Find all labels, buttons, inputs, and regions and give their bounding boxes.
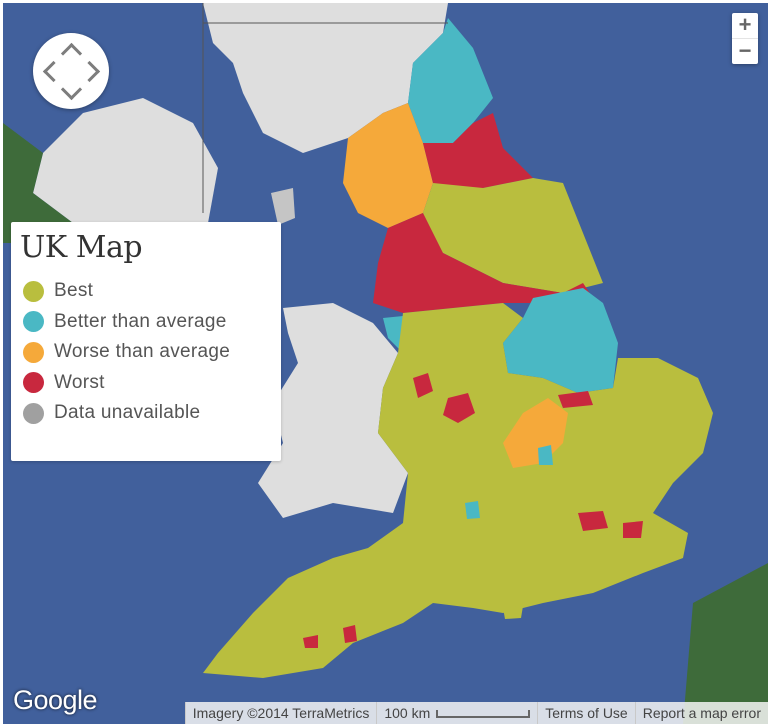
legend-label: Worst (54, 371, 105, 393)
pan-up-icon[interactable] (60, 42, 83, 65)
isle-of-man (271, 188, 295, 225)
leicestershire-region (503, 398, 568, 468)
zoom-control: + − (732, 13, 758, 64)
legend-label: Worse than average (54, 341, 231, 363)
zoom-in-button[interactable]: + (732, 13, 758, 39)
legend-title: UK Map (20, 230, 143, 265)
legend-swatch-best (23, 280, 44, 302)
worst-patch-1 (413, 373, 433, 398)
legend-swatch-unavailable (23, 402, 44, 424)
continental-land (683, 563, 768, 724)
map-view[interactable]: + − UK Map Best Better than average Wors… (3, 3, 768, 724)
northern-ireland-region (33, 98, 218, 228)
worst-patch-5 (623, 521, 643, 538)
legend-list: Best Better than average Worse than aver… (23, 276, 230, 429)
map-legend: UK Map Best Better than average Worse th… (11, 222, 281, 461)
google-logo[interactable]: Google (13, 685, 98, 715)
scotland-region (203, 3, 448, 153)
scale-bar (436, 710, 531, 719)
worst-patch-4 (578, 511, 608, 531)
map-canvas (3, 3, 768, 724)
north-west-urban-region (373, 213, 593, 313)
legend-label: Best (54, 280, 94, 302)
legend-item: Better than average (23, 307, 230, 338)
legend-item: Worst (23, 368, 230, 399)
legend-item: Best (23, 276, 230, 307)
legend-swatch-better (23, 311, 44, 333)
ireland-land (3, 123, 73, 243)
zoom-out-button[interactable]: − (738, 38, 752, 63)
attribution-bar: Imagery ©2014 TerraMetrics 100 km Terms … (184, 702, 768, 724)
lincolnshire-region (503, 288, 618, 393)
legend-item: Worse than average (23, 337, 230, 368)
better-patch-2 (538, 445, 553, 465)
cumbria-region (343, 103, 433, 228)
scale-label: 100 km (384, 705, 431, 721)
legend-label: Better than average (54, 310, 227, 332)
imagery-credit: Imagery ©2014 TerraMetrics (184, 702, 377, 724)
legend-swatch-worse (23, 341, 44, 363)
worst-patch-3 (558, 391, 593, 408)
pan-left-icon[interactable] (42, 60, 65, 83)
better-patch-1 (465, 501, 480, 519)
north-east-region (423, 113, 533, 188)
yorkshire-region (418, 178, 603, 293)
pan-down-icon[interactable] (60, 78, 83, 101)
pan-control[interactable] (33, 33, 109, 109)
pan-right-icon[interactable] (78, 60, 101, 83)
legend-swatch-worst (23, 372, 44, 394)
worst-patch-7 (343, 625, 357, 643)
scale-indicator[interactable]: 100 km (376, 702, 538, 724)
wales-region (258, 303, 408, 518)
worst-patch-6 (303, 635, 318, 648)
terms-link[interactable]: Terms of Use (537, 702, 635, 724)
report-error-link[interactable]: Report a map error (634, 702, 768, 724)
legend-item: Data unavailable (23, 398, 230, 429)
worst-patch-2 (443, 393, 475, 423)
legend-label: Data unavailable (54, 402, 201, 424)
northumberland-region (408, 18, 493, 143)
isle-of-wight (503, 606, 523, 619)
